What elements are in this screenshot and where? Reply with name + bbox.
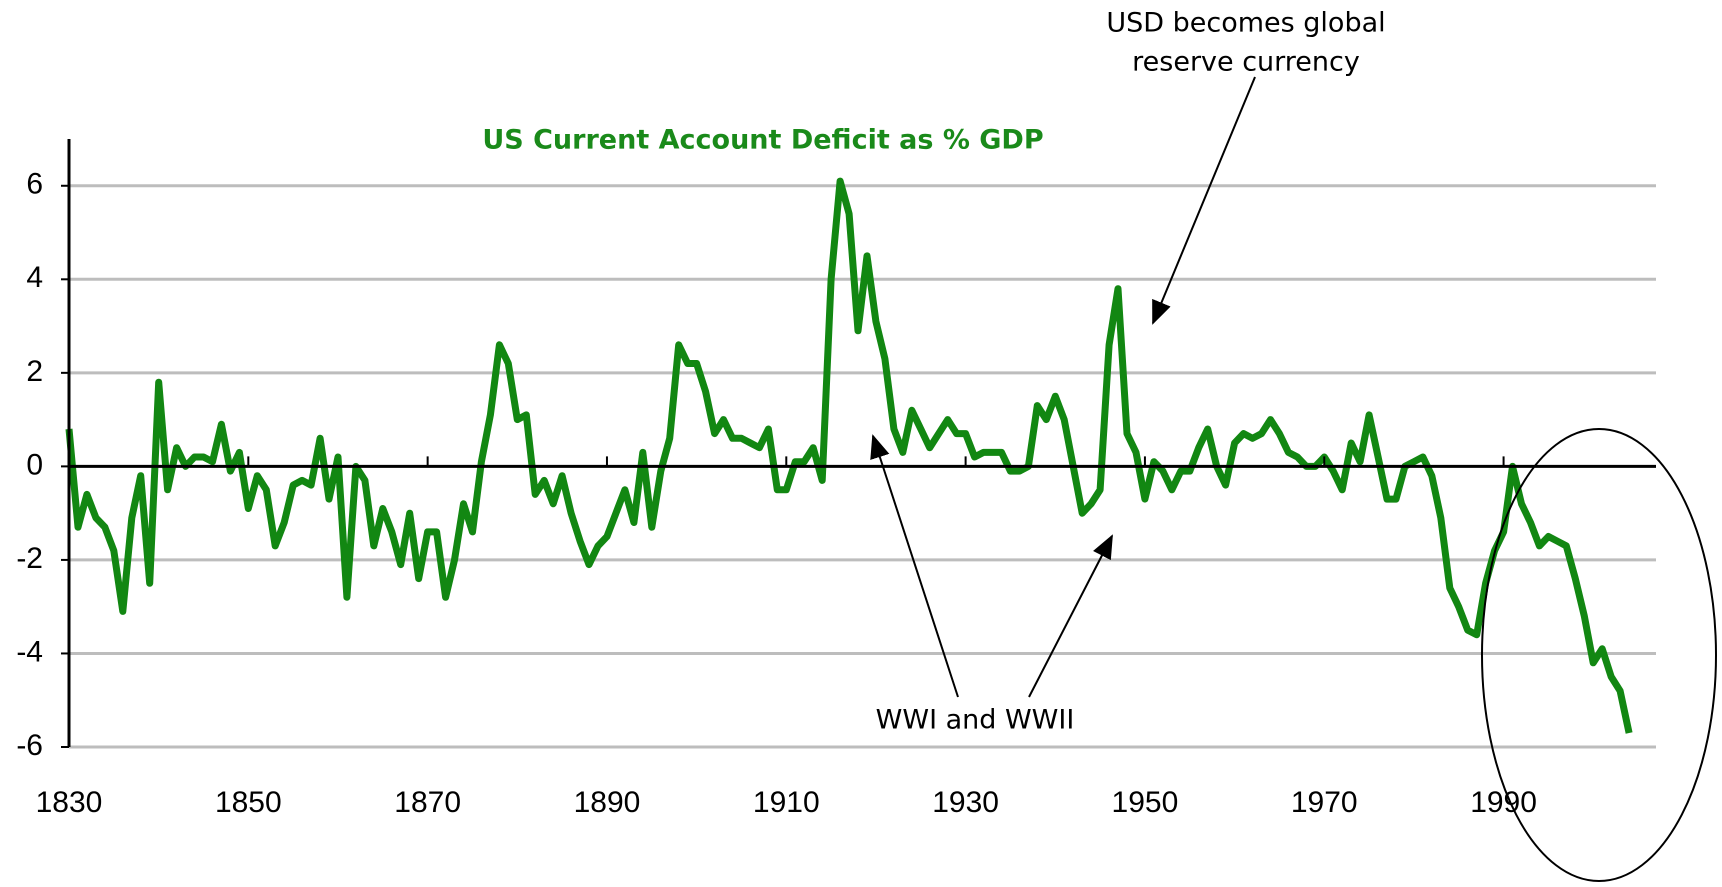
x-tick-label: 1970 — [1291, 786, 1358, 819]
annotation: reserve currency — [1132, 47, 1360, 78]
x-tick-label: 1870 — [394, 786, 461, 819]
y-tick-label: 2 — [26, 355, 43, 388]
x-tick-label: 1850 — [215, 786, 282, 819]
annotation-arrow — [870, 434, 959, 698]
data-line — [65, 177, 1633, 734]
x-tick-label: 1930 — [932, 786, 999, 819]
chart-title: US Current Account Deficit as % GDP — [482, 125, 1043, 156]
annotation-arrow — [1152, 76, 1256, 325]
y-tick-label: -6 — [16, 729, 43, 762]
y-tick-label: -4 — [16, 635, 43, 668]
x-tick-label: 1890 — [574, 786, 641, 819]
y-tick-label: 0 — [26, 448, 43, 481]
x-tick-label: 1950 — [1112, 786, 1179, 819]
highlight-ellipse — [1481, 428, 1717, 882]
y-tick-label: 4 — [26, 261, 43, 294]
annotation: WWI and WWII — [876, 705, 1075, 736]
y-tick-label: -2 — [16, 542, 43, 575]
x-tick-label: 1830 — [36, 786, 103, 819]
annotation-arrow — [1028, 534, 1113, 698]
annotation: USD becomes global — [1106, 8, 1385, 39]
x-tick-label: 1990 — [1470, 786, 1537, 819]
y-tick-label: 6 — [26, 168, 43, 201]
x-tick-label: 1910 — [753, 786, 820, 819]
